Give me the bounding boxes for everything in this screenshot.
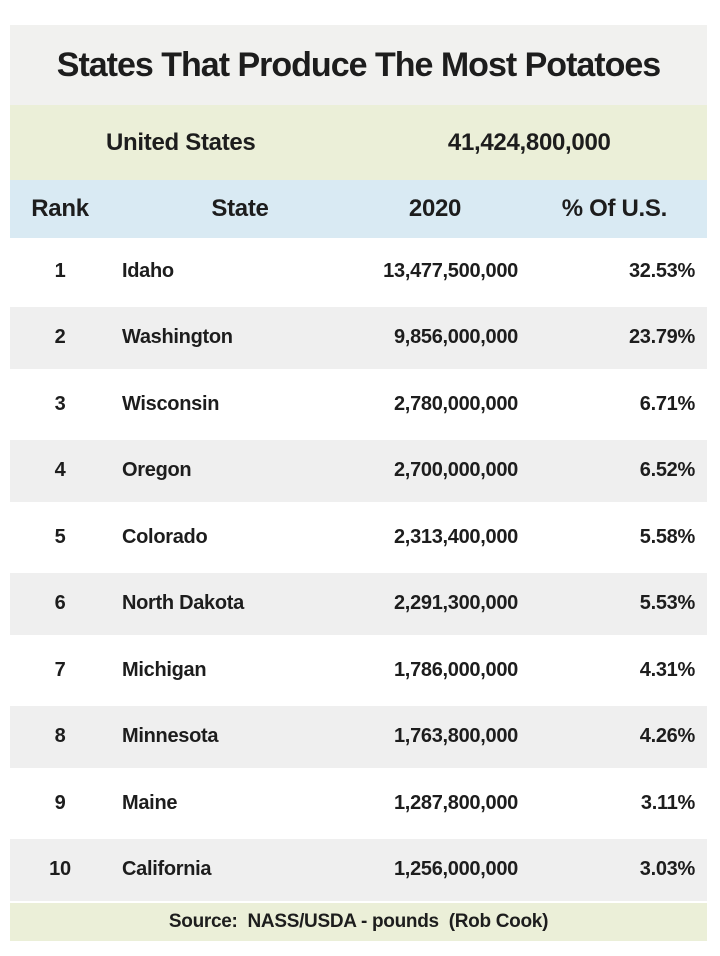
- state-cell: Minnesota: [122, 725, 219, 748]
- pct-cell: 23.79%: [628, 326, 695, 349]
- pounds-cell: 1,287,800,000: [393, 791, 518, 814]
- pct-cell: 4.31%: [639, 658, 696, 681]
- table-row: 4 Oregon 2,700,000,000 6.52%: [10, 437, 707, 504]
- source-text: Source: NASS/USDA - pounds (Rob Cook): [168, 911, 549, 932]
- pounds-cell: 1,763,800,000: [393, 725, 518, 748]
- rank-cell: 10: [49, 858, 71, 881]
- table-row: 6 North Dakota 2,291,300,000 5.53%: [10, 570, 707, 637]
- header-state: State: [211, 195, 269, 222]
- table-row: 5 Colorado 2,313,400,000 5.58%: [10, 504, 707, 571]
- pct-cell: 32.53%: [628, 259, 695, 282]
- table-row: 2 Washington 9,856,000,000 23.79%: [10, 304, 707, 371]
- table-panel: States That Produce The Most Potatoes Un…: [10, 25, 707, 941]
- us-total-row: United States 41,424,800,000: [10, 105, 707, 180]
- pct-cell: 5.58%: [639, 525, 696, 548]
- table-row: 9 Maine 1,287,800,000 3.11%: [10, 770, 707, 837]
- table-row: 8 Minnesota 1,763,800,000 4.26%: [10, 703, 707, 770]
- pounds-cell: 2,780,000,000: [393, 392, 518, 415]
- pct-cell: 6.71%: [639, 392, 696, 415]
- source-band: Source: NASS/USDA - pounds (Rob Cook): [10, 903, 707, 941]
- pounds-cell: 13,477,500,000: [383, 259, 518, 282]
- state-cell: Michigan: [122, 658, 207, 681]
- pounds-cell: 2,313,400,000: [393, 525, 518, 548]
- pct-cell: 3.11%: [640, 791, 695, 814]
- rank-cell: 4: [54, 459, 66, 482]
- pounds-cell: 1,786,000,000: [393, 658, 518, 681]
- state-cell: Colorado: [122, 525, 208, 548]
- state-cell: California: [122, 858, 212, 881]
- rank-cell: 9: [54, 791, 66, 814]
- rank-cell: 3: [54, 392, 66, 415]
- pounds-cell: 2,700,000,000: [393, 459, 518, 482]
- header-pct-of-us: % Of U.S.: [561, 195, 668, 222]
- pounds-cell: 2,291,300,000: [393, 592, 518, 615]
- pct-cell: 6.52%: [639, 459, 696, 482]
- rank-cell: 8: [54, 725, 66, 748]
- state-cell: Idaho: [122, 259, 174, 282]
- table-row: 7 Michigan 1,786,000,000 4.31%: [10, 637, 707, 704]
- rank-cell: 6: [54, 592, 66, 615]
- state-cell: Washington: [122, 326, 233, 349]
- title-band: States That Produce The Most Potatoes: [10, 25, 707, 105]
- rank-cell: 2: [54, 326, 66, 349]
- rank-cell: 1: [54, 259, 66, 282]
- us-total-label: United States: [106, 128, 256, 156]
- pct-cell: 3.03%: [639, 858, 696, 881]
- pounds-cell: 1,256,000,000: [393, 858, 518, 881]
- table-body: 1 Idaho 13,477,500,000 32.53% 2 Washingt…: [10, 238, 707, 903]
- state-cell: Wisconsin: [122, 392, 220, 415]
- pct-cell: 5.53%: [639, 592, 696, 615]
- rank-cell: 5: [54, 525, 66, 548]
- pct-cell: 4.26%: [639, 725, 696, 748]
- us-total-value: 41,424,800,000: [447, 128, 611, 156]
- header-rank: Rank: [31, 195, 89, 222]
- header-2020: 2020: [408, 195, 462, 222]
- page-title: States That Produce The Most Potatoes: [56, 45, 661, 84]
- state-cell: North Dakota: [122, 592, 244, 615]
- table-header-row: Rank State 2020 % Of U.S.: [10, 180, 707, 238]
- table-row: 1 Idaho 13,477,500,000 32.53%: [10, 238, 707, 305]
- state-cell: Maine: [122, 791, 178, 814]
- rank-cell: 7: [54, 658, 66, 681]
- table-row: 10 California 1,256,000,000 3.03%: [10, 836, 707, 903]
- table-row: 3 Wisconsin 2,780,000,000 6.71%: [10, 371, 707, 438]
- state-cell: Oregon: [122, 459, 192, 482]
- pounds-cell: 9,856,000,000: [393, 326, 518, 349]
